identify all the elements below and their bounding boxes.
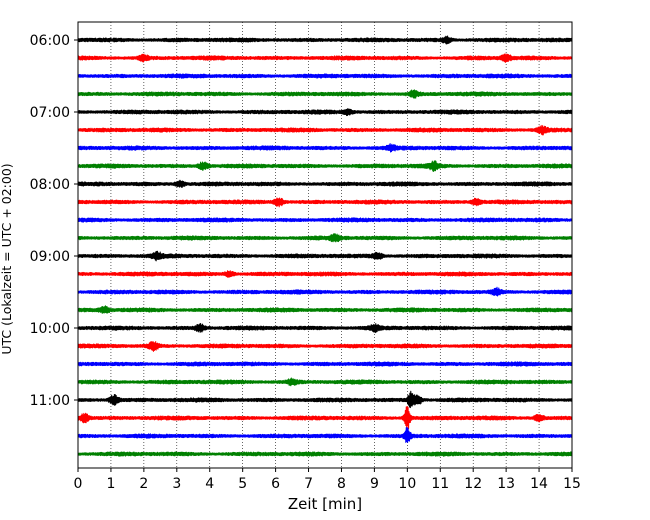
x-tick-label: 7: [304, 476, 313, 492]
seismic-trace: [77, 89, 573, 99]
x-tick-label: 14: [530, 476, 548, 492]
seismic-trace: [77, 305, 573, 314]
y-ticks: 06:00 07:00 08:00 09:00 10:00 11:00: [30, 33, 78, 409]
seismic-trace: [77, 322, 573, 334]
seismic-trace: [77, 217, 573, 223]
x-grid: [110, 22, 540, 468]
x-ticks: 0 1 2 3 4 5 6 7 8 9 10 11 12 13 14 15: [74, 468, 581, 492]
x-tick-label: 12: [464, 476, 482, 492]
x-tick-label: 13: [497, 476, 515, 492]
seismic-trace: [77, 124, 573, 136]
seismic-trace: [77, 35, 573, 45]
x-tick-label: 6: [271, 476, 280, 492]
y-tick-label: 08:00: [30, 177, 70, 193]
y-tick-label: 06:00: [30, 33, 70, 49]
x-tick-label: 15: [563, 476, 581, 492]
seismic-trace: [77, 361, 573, 367]
x-tick-label: 10: [398, 476, 416, 492]
x-tick-label: 2: [139, 476, 148, 492]
x-tick-label: 1: [106, 476, 115, 492]
seismic-trace: [77, 406, 573, 431]
seismic-trace: [77, 73, 573, 79]
x-tick-label: 8: [337, 476, 346, 492]
y-tick-label: 07:00: [30, 105, 70, 121]
x-tick-label: 9: [370, 476, 379, 492]
x-tick-label: 4: [205, 476, 214, 492]
seismic-trace: [77, 250, 573, 262]
x-tick-label: 0: [74, 476, 83, 492]
x-tick-label: 5: [238, 476, 247, 492]
x-tick-label: 3: [172, 476, 181, 492]
seismic-trace: [77, 233, 573, 243]
seismic-trace: [77, 377, 573, 387]
y-tick-label: 10:00: [30, 321, 70, 337]
seismic-trace: [77, 160, 573, 172]
y-tick-label: 09:00: [30, 249, 70, 265]
seismic-trace: [77, 143, 573, 153]
seismic-trace: [77, 179, 573, 188]
plot-frame: [77, 21, 573, 469]
x-axis-label: Zeit [min]: [288, 495, 362, 513]
seismic-trace: [77, 270, 573, 278]
y-tick-label: 11:00: [30, 393, 70, 409]
seismic-trace: [77, 53, 573, 63]
seismic-trace: [77, 286, 573, 297]
y-axis-label: UTC (Lokalzeit = UTC + 02:00): [0, 163, 14, 354]
seismic-trace: [77, 451, 573, 457]
seismic-trace: [77, 197, 573, 208]
x-tick-label: 11: [431, 476, 449, 492]
seismic-trace: [77, 427, 573, 443]
seismic-trace: [77, 108, 573, 117]
seismic-traces: [77, 35, 573, 457]
seismic-trace: [77, 340, 573, 352]
seismic-trace: [77, 390, 573, 409]
